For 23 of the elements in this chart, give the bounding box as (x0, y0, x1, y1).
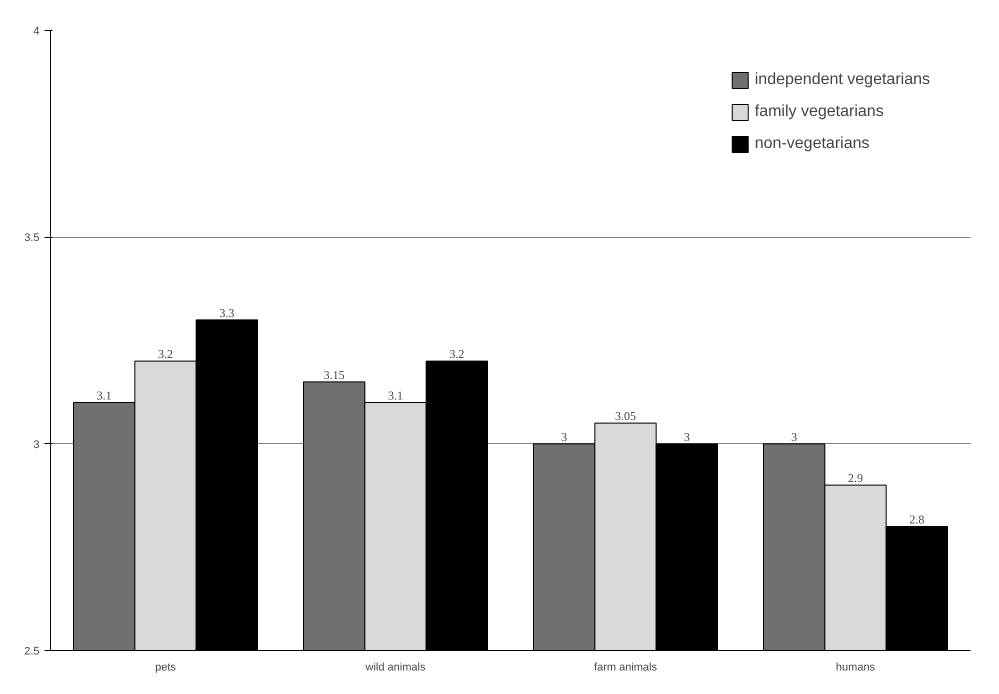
y-tick-label: 3.5 (24, 232, 40, 244)
y-tick-label: 3 (33, 438, 40, 451)
data-label: 2.9 (848, 471, 863, 486)
data-label: 3 (791, 430, 798, 444)
data-label: 3.1 (388, 388, 403, 402)
data-label: 3.15 (324, 368, 345, 382)
legend-label: independent vegetarians (754, 71, 930, 89)
y-tick-label: 4 (33, 26, 40, 38)
data-label: 3 (684, 430, 690, 444)
data-label: 3.3 (219, 306, 234, 320)
x-tick-label: humans (836, 662, 876, 674)
data-label: 3 (561, 430, 568, 444)
data-label: 3.1 (96, 388, 112, 402)
legend-label: non-vegetarians (754, 135, 870, 153)
data-label: 3.2 (158, 347, 173, 362)
data-label: 2.8 (909, 512, 924, 526)
data-label: 3.05 (615, 409, 636, 424)
x-tick-label: wild animals (364, 662, 426, 674)
y-tick-label: 2.5 (24, 646, 40, 658)
data-label: 3.2 (449, 347, 464, 362)
x-tick-label: farm animals (594, 662, 658, 674)
x-tick-label: pets (155, 662, 176, 674)
legend-label: family vegetarians (754, 103, 884, 121)
